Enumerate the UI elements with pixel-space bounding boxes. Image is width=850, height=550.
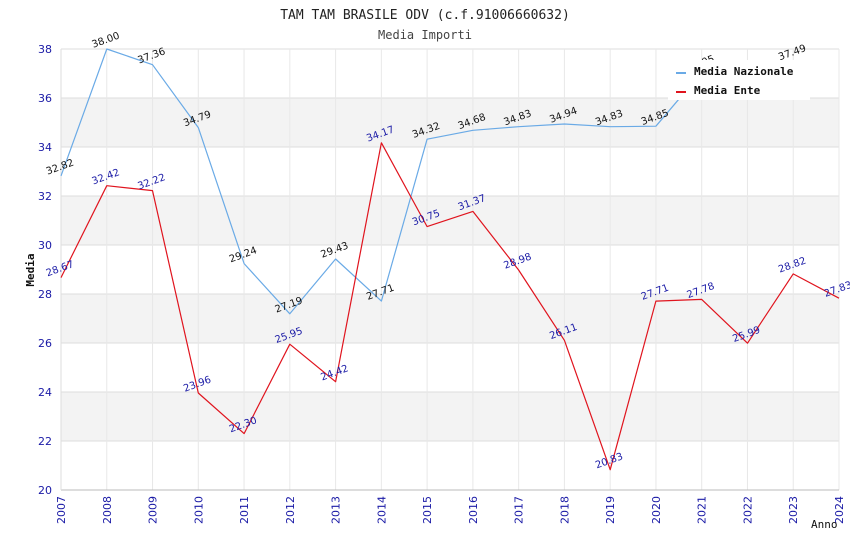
grid-band bbox=[61, 294, 839, 343]
y-tick-label: 36 bbox=[38, 92, 52, 105]
series-line-media-ente bbox=[60, 142, 840, 471]
x-tick-label: 2016 bbox=[467, 496, 480, 524]
x-tick-label: 2014 bbox=[375, 496, 388, 524]
x-tick-label: 2010 bbox=[192, 496, 205, 524]
x-axis-ticks: 2007 2008 2009 2010 2011 2012 2013 2014 2015 2016… bbox=[55, 496, 846, 524]
legend-label-media-ente: Media Ente bbox=[694, 84, 761, 97]
y-tick-label: 22 bbox=[38, 435, 52, 448]
y-tick-label: 34 bbox=[38, 141, 52, 154]
x-tick-label: 2023 bbox=[787, 496, 800, 524]
grid-band bbox=[61, 392, 839, 441]
x-tick-label: 2020 bbox=[650, 496, 663, 524]
legend-label-media-nazionale: Media Nazionale bbox=[694, 65, 794, 78]
x-tick-label: 2008 bbox=[101, 496, 114, 524]
x-tick-label: 2012 bbox=[284, 496, 297, 524]
y-tick-label: 26 bbox=[38, 337, 52, 350]
chart-title: TAM TAM BRASILE ODV (c.f.91006660632) bbox=[280, 8, 570, 23]
legend-background bbox=[668, 60, 810, 100]
data-label-media-nazionale: 38.00 bbox=[91, 31, 122, 51]
series-line-media-nazionale bbox=[60, 48, 703, 315]
x-tick-label: 2019 bbox=[604, 496, 617, 524]
x-axis-label: Anno bbox=[811, 518, 838, 531]
y-tick-label: 32 bbox=[38, 190, 52, 203]
grid-bands bbox=[60, 48, 840, 491]
y-tick-label: 20 bbox=[38, 484, 52, 497]
grid-band bbox=[61, 98, 839, 147]
grid-band bbox=[61, 343, 839, 392]
x-tick-label: 2017 bbox=[513, 496, 526, 524]
grid-band bbox=[61, 441, 839, 490]
x-tick-label: 2007 bbox=[55, 496, 68, 524]
y-axis-ticks: 20 22 24 26 28 30 32 34 36 38 bbox=[38, 43, 52, 497]
y-tick-label: 38 bbox=[38, 43, 52, 56]
x-tick-label: 2024 bbox=[833, 496, 846, 524]
y-tick-label: 30 bbox=[38, 239, 52, 252]
x-tick-label: 2015 bbox=[421, 496, 434, 524]
series-lines bbox=[60, 48, 840, 471]
y-axis-label: Media bbox=[24, 253, 37, 286]
x-tick-label: 2009 bbox=[147, 496, 160, 524]
grid-band bbox=[61, 245, 839, 294]
grid-band bbox=[61, 196, 839, 245]
y-tick-label: 28 bbox=[38, 288, 52, 301]
y-tick-label: 24 bbox=[38, 386, 52, 399]
x-tick-label: 2021 bbox=[696, 496, 709, 524]
chart-subtitle: Media Importi bbox=[378, 28, 472, 42]
x-tick-label: 2018 bbox=[558, 496, 571, 524]
x-tick-label: 2011 bbox=[238, 496, 251, 524]
legend: Media Nazionale Media Ente bbox=[668, 60, 810, 100]
x-tick-label: 2022 bbox=[741, 496, 754, 524]
grid-band bbox=[61, 147, 839, 196]
x-tick-label: 2013 bbox=[330, 496, 343, 524]
